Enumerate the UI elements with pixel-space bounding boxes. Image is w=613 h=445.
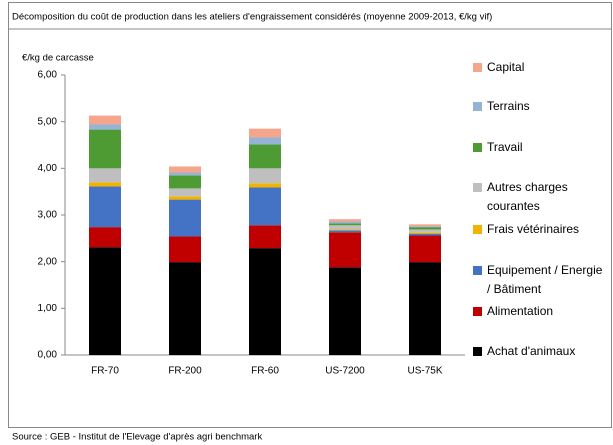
bar-segment bbox=[249, 168, 281, 184]
legend-item: Terrains bbox=[473, 97, 608, 116]
bar-segment bbox=[329, 219, 361, 222]
legend-swatch bbox=[473, 307, 482, 316]
bar-segment bbox=[249, 128, 281, 138]
legend-swatch bbox=[473, 183, 482, 192]
legend-label: Equipement / Energie / Bâtiment bbox=[487, 263, 603, 296]
y-tick-label: 2,00 bbox=[38, 256, 58, 267]
legend-item: Capital bbox=[473, 58, 608, 77]
frame bbox=[8, 2, 612, 428]
bar-segment bbox=[169, 175, 201, 189]
bar-segment bbox=[169, 199, 201, 237]
y-tick-label: 3,00 bbox=[38, 210, 58, 221]
x-tick-label: FR-70 bbox=[91, 366, 119, 377]
y-tick-label: 4,00 bbox=[38, 163, 58, 174]
bar-segment bbox=[89, 227, 121, 248]
bar-segment bbox=[249, 183, 281, 188]
bar-segment bbox=[249, 248, 281, 355]
bar-segment bbox=[329, 221, 361, 224]
bar-segment bbox=[409, 232, 441, 234]
legend-label: Frais vétérinaires bbox=[487, 222, 580, 236]
legend-label: Autres charges courantes bbox=[487, 180, 568, 213]
bar-segment bbox=[169, 166, 201, 173]
bar-segment bbox=[169, 172, 201, 176]
legend-item: Achat d'animaux bbox=[473, 342, 608, 361]
x-tick-label: FR-200 bbox=[168, 366, 202, 377]
legend-swatch bbox=[473, 266, 482, 275]
x-tick-label: FR-60 bbox=[251, 366, 279, 377]
bar-segment bbox=[89, 247, 121, 355]
bar-segment bbox=[409, 226, 441, 228]
legend-swatch bbox=[473, 347, 482, 356]
bar-segment bbox=[329, 232, 361, 268]
y-tick-label: 1,00 bbox=[38, 303, 58, 314]
bar-segment bbox=[329, 225, 361, 230]
bar-segment bbox=[89, 115, 121, 125]
legend-swatch bbox=[473, 143, 482, 152]
x-tick-label: US-7200 bbox=[325, 366, 365, 377]
legend-item: Autres charges courantes bbox=[473, 178, 608, 216]
y-axis-label: €/kg de carcasse bbox=[22, 53, 94, 64]
bar-segment bbox=[169, 236, 201, 263]
bar-segment bbox=[409, 229, 441, 233]
x-tick-label: US-75K bbox=[407, 366, 442, 377]
source: Source : GEB - Institut de l'Elevage d'a… bbox=[12, 432, 262, 443]
legend-item: Equipement / Energie / Bâtiment bbox=[473, 261, 608, 299]
bar-segment bbox=[89, 186, 121, 228]
bar-segment bbox=[89, 168, 121, 183]
legend-label: Terrains bbox=[487, 99, 530, 113]
legend-label: Travail bbox=[487, 140, 523, 154]
bar-segment bbox=[329, 229, 361, 231]
y-tick-label: 6,00 bbox=[38, 70, 58, 81]
bar-segment bbox=[169, 196, 201, 200]
bar-segment bbox=[89, 124, 121, 130]
y-tick-label: 0,00 bbox=[38, 350, 58, 361]
bar-segment bbox=[329, 230, 361, 233]
legend-item: Frais vétérinaires bbox=[473, 220, 608, 239]
bar-segment bbox=[409, 262, 441, 355]
bar-segment bbox=[249, 137, 281, 145]
legend-item: Alimentation bbox=[473, 302, 608, 321]
bar-segment bbox=[329, 223, 361, 226]
bar-segment bbox=[249, 187, 281, 226]
bar-segment bbox=[329, 267, 361, 355]
bar-segment bbox=[89, 182, 121, 187]
bar-segment bbox=[249, 144, 281, 169]
legend-label: Alimentation bbox=[487, 304, 554, 318]
y-tick-label: 5,00 bbox=[38, 116, 58, 127]
chart-title: Décomposition du coût de production dans… bbox=[12, 12, 492, 23]
bar-segment bbox=[89, 129, 121, 169]
legend-swatch bbox=[473, 225, 482, 234]
legend-label: Achat d'animaux bbox=[487, 344, 576, 358]
bar-segment bbox=[409, 235, 441, 263]
legend-label: Capital bbox=[487, 60, 525, 74]
bar-segment bbox=[169, 262, 201, 355]
bar-segment bbox=[169, 188, 201, 197]
legend-swatch bbox=[473, 63, 482, 72]
legend-swatch bbox=[473, 102, 482, 111]
bar-segment bbox=[409, 224, 441, 227]
bar-segment bbox=[409, 227, 441, 230]
legend-item: Travail bbox=[473, 138, 608, 157]
bar-segment bbox=[249, 225, 281, 249]
bar-segment bbox=[409, 233, 441, 236]
